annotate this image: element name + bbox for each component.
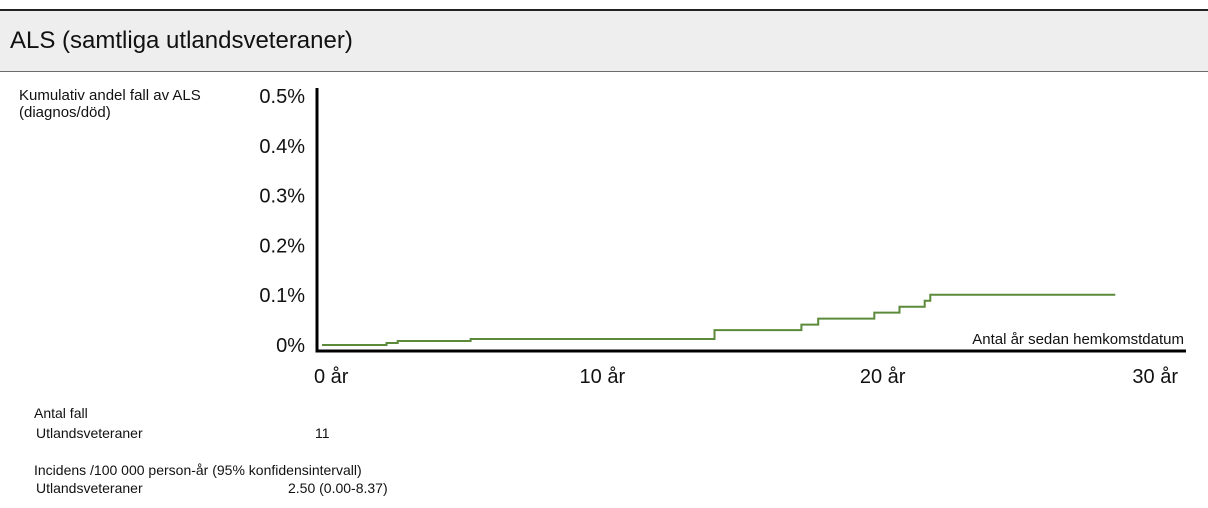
x-axis-label: Antal år sedan hemkomstdatum — [972, 331, 1184, 348]
y-axis-label: Kumulativ andel fall av ALS (diagnos/död… — [19, 87, 201, 121]
antal-fall-heading: Antal fall — [34, 405, 88, 421]
header-bar: ALS (samtliga utlandsveteraner) — [0, 11, 1208, 72]
antal-fall-value: 11 — [315, 425, 330, 441]
x-tick-label: 20 år — [860, 366, 906, 388]
y-tick-label: 0.2% — [259, 235, 305, 257]
x-tick-label: 0 år — [314, 366, 349, 388]
x-axis-ticks: 0 år 10 år 20 år 30 år — [314, 366, 1178, 388]
antal-fall-group-label: Utlandsveteraner — [36, 425, 143, 441]
series-line — [322, 293, 1116, 346]
x-tick-label: 10 år — [580, 366, 626, 388]
page-title: ALS (samtliga utlandsveteraner) — [10, 27, 353, 54]
incidens-heading: Incidens /100 000 person-år (95% konfide… — [34, 462, 362, 478]
incidens-value: 2.50 (0.00-8.37) — [288, 480, 388, 496]
series-group — [322, 293, 1116, 346]
y-tick-label: 0.1% — [259, 285, 305, 307]
top-rule — [0, 9, 1208, 11]
y-tick-label: 0.4% — [259, 136, 305, 158]
incidens-group-label: Utlandsveteraner — [36, 480, 143, 496]
x-tick-label: 30 år — [1132, 366, 1178, 388]
y-tick-label: 0% — [276, 335, 305, 357]
y-tick-label: 0.5% — [259, 86, 305, 108]
chart-svg: 0% 0.1% 0.2% 0.3% 0.4% 0.5% 0 år 10 år 20 år 30 … — [259, 86, 1186, 388]
y-tick-label: 0.3% — [259, 186, 305, 208]
y-axis-ticks: 0% 0.1% 0.2% 0.3% 0.4% 0.5% — [259, 86, 305, 357]
